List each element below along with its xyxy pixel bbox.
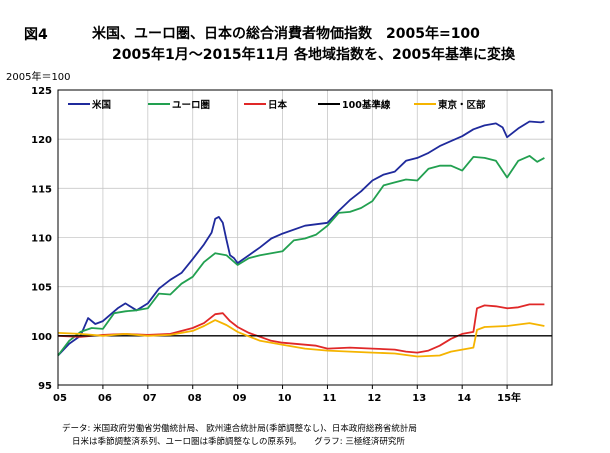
x-tick-label: 06 [98,393,112,404]
series-line [57,319,545,358]
y-tick-label: 125 [31,86,52,97]
chart-subtitle: 2005年1月～2015年11月 各地域指数を、2005年基準に変換 [112,47,515,63]
legend-label: 米国 [91,99,111,111]
grid-lines [58,90,552,385]
y-tick-label: 115 [31,184,52,195]
x-tick-label: 15年 [497,391,521,404]
legend: 米国 ユーロ圏 日本 100基準線 東京・区部 [68,99,486,111]
source-note: データ: 米国政府労働省労働統計局、 欧州連合統計局(季節調整なし)、日本政府総… [62,424,417,434]
series-line [57,155,545,357]
x-tick-label: 05 [53,393,67,404]
x-tick-label: 07 [143,393,157,404]
x-tick-label: 14 [457,393,471,404]
y-tick-label: 100 [31,332,52,343]
y-axis: 95 100 105 110 115 120 125 [31,86,52,392]
y-tick-label: 110 [31,234,52,245]
x-tick-label: 11 [322,393,336,404]
y-tick-label: 95 [38,381,52,392]
x-tick-label: 08 [188,393,202,404]
legend-label: ユーロ圏 [172,100,210,111]
series-lines [57,120,552,358]
figure-label: 図4 [24,27,48,43]
series-line [57,303,545,354]
x-tick-label: 10 [278,393,292,404]
x-axis: 05 06 07 08 09 10 11 12 13 14 15年 [53,385,521,404]
y-tick-label: 120 [31,135,52,146]
chart-title: 米国、ユーロ圏、日本の総合消費者物価指数 2005年=100 [92,26,480,42]
y-tick-label: 105 [31,283,52,294]
y-unit-label: 2005年＝100 [6,72,71,83]
x-tick-label: 13 [412,393,426,404]
legend-label: 日本 [268,99,288,111]
series-note: 日米は季節調整済系列、ユーロ圏は季節調整なしの原系列。 グラフ: 三極経済研究所 [72,437,405,447]
x-tick-label: 12 [367,393,381,404]
legend-label: 東京・区部 [437,99,486,111]
x-tick-label: 09 [233,393,247,404]
legend-label: 100基準線 [342,99,391,111]
plot-frame [57,89,553,386]
